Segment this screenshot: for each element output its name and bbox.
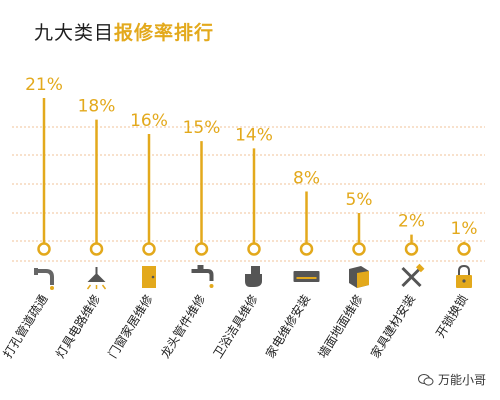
padlock-icon <box>456 264 472 288</box>
wall-tile-icon <box>349 266 369 288</box>
data-label: 18% <box>78 97 116 117</box>
category-label: 开锁换锁 <box>432 292 470 341</box>
bar-marker <box>457 242 471 256</box>
wechat-icon <box>417 373 434 386</box>
title-prefix: 九大类目 <box>34 22 115 44</box>
bar-marker <box>352 242 366 256</box>
data-label: 1% <box>451 219 478 239</box>
faucet-icon <box>191 265 214 288</box>
bar-marker <box>299 242 314 256</box>
data-label: 5% <box>346 190 373 210</box>
data-label: 14% <box>235 125 273 145</box>
data-label: 8% <box>293 168 320 188</box>
data-label: 16% <box>130 111 168 131</box>
bar-marker <box>89 242 104 256</box>
category-label: 打孔管道疏通 <box>0 292 51 361</box>
bar-marker <box>404 242 419 256</box>
watermark-text: 万能小哥 <box>437 373 486 387</box>
data-label: 15% <box>183 118 221 138</box>
category-label: 家电维修安装 <box>262 292 313 361</box>
bar-marker <box>194 242 209 256</box>
category-label: 门窗家居维修 <box>105 292 156 361</box>
bar-marker <box>142 242 156 256</box>
category-label: 龙头管件维修 <box>157 292 208 361</box>
category-label: 家具建材安装 <box>367 292 418 361</box>
door-icon <box>142 266 156 288</box>
category-label: 卫浴洁具维修 <box>210 292 261 361</box>
bar-marker <box>247 242 261 256</box>
toilet-icon <box>245 266 262 287</box>
category-label: 灯具电路维修 <box>52 292 103 361</box>
tools-icon <box>401 263 425 288</box>
watermark: 万能小哥 <box>417 371 486 388</box>
bar-marker <box>37 242 51 256</box>
chart-title: 九大类目报修率排行 <box>34 18 214 45</box>
title-highlight: 报修率排行 <box>114 22 215 44</box>
data-label: 2% <box>398 212 425 232</box>
lamp-icon <box>86 267 107 290</box>
pipe-icon <box>34 268 54 290</box>
data-label: 21% <box>25 75 63 95</box>
category-label: 墙面地面维修 <box>315 292 366 361</box>
air-conditioner-icon <box>293 271 320 282</box>
